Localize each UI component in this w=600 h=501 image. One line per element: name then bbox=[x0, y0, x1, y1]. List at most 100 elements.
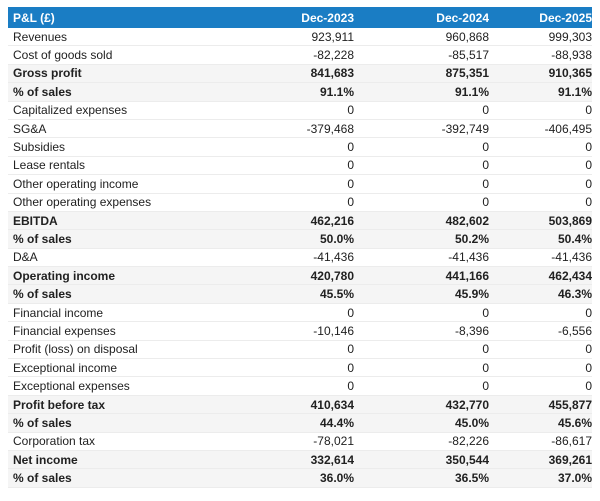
table-body: Revenues 923,911 960,868 999,303 Cost of goo… bbox=[8, 28, 592, 488]
table-row: D&A -41,436 -41,436 -41,436 bbox=[8, 248, 592, 268]
row-value-dec-2023: -41,436 bbox=[313, 250, 354, 265]
table-row: Gross profit 841,683 875,351 910,365 bbox=[8, 64, 592, 84]
row-label: Cost of goods sold bbox=[13, 48, 113, 63]
row-value-dec-2024: 432,770 bbox=[445, 397, 489, 412]
row-value-dec-2024: 0 bbox=[482, 379, 489, 394]
row-label: Revenues bbox=[13, 29, 68, 44]
table-row: % of sales 50.0% 50.2% 50.4% bbox=[8, 230, 592, 249]
row-value-dec-2025: 910,365 bbox=[548, 66, 592, 81]
table-row: Other operating income 0 0 0 bbox=[8, 175, 592, 194]
row-value-dec-2025: 999,303 bbox=[548, 29, 592, 44]
row-label: Operating income bbox=[13, 268, 116, 283]
row-value-dec-2023: 0 bbox=[347, 360, 354, 375]
table-row: % of sales 36.0% 36.5% 37.0% bbox=[8, 469, 592, 488]
row-value-dec-2023: -379,468 bbox=[306, 121, 354, 136]
table-row: Net income 332,614 350,544 369,261 bbox=[8, 450, 592, 470]
row-value-dec-2025: -406,495 bbox=[544, 121, 592, 136]
row-label: Subsidies bbox=[13, 140, 66, 155]
row-label: Capitalized expenses bbox=[13, 103, 128, 118]
row-label: Net income bbox=[13, 452, 78, 467]
row-value-dec-2025: -86,617 bbox=[551, 434, 592, 449]
table-row: EBITDA 462,216 482,602 503,869 bbox=[8, 211, 592, 231]
row-value-dec-2024: -8,396 bbox=[454, 323, 489, 338]
table-row: % of sales 91.1% 91.1% 91.1% bbox=[8, 83, 592, 102]
row-value-dec-2024: -82,226 bbox=[448, 434, 489, 449]
row-value-dec-2025: 0 bbox=[585, 176, 592, 191]
table-title: P&L (£) bbox=[13, 10, 55, 25]
row-value-dec-2025: 46.3% bbox=[557, 287, 592, 302]
row-label: SG&A bbox=[13, 121, 47, 136]
row-value-dec-2025: 0 bbox=[585, 379, 592, 394]
row-value-dec-2023: -82,228 bbox=[313, 48, 354, 63]
row-label: Profit (loss) on disposal bbox=[13, 342, 138, 357]
table-row: Financial expenses -10,146 -8,396 -6,556 bbox=[8, 322, 592, 341]
row-value-dec-2025: -6,556 bbox=[557, 323, 592, 338]
row-value-dec-2024: 45.9% bbox=[454, 287, 489, 302]
row-value-dec-2025: 455,877 bbox=[548, 397, 592, 412]
table-row: % of sales 44.4% 45.0% 45.6% bbox=[8, 414, 592, 433]
column-header-dec-2024: Dec-2024 bbox=[436, 10, 489, 25]
row-label: Financial expenses bbox=[13, 323, 116, 338]
row-value-dec-2024: 875,351 bbox=[445, 66, 489, 81]
row-label: % of sales bbox=[13, 84, 72, 99]
row-value-dec-2023: 0 bbox=[347, 342, 354, 357]
row-value-dec-2024: 0 bbox=[482, 360, 489, 375]
row-value-dec-2025: 91.1% bbox=[557, 84, 592, 99]
table-row: Financial income 0 0 0 bbox=[8, 303, 592, 323]
row-label: Gross profit bbox=[13, 66, 82, 81]
row-value-dec-2024: -41,436 bbox=[448, 250, 489, 265]
row-value-dec-2024: 482,602 bbox=[445, 213, 489, 228]
row-value-dec-2025: 0 bbox=[585, 158, 592, 173]
row-value-dec-2023: 0 bbox=[347, 195, 354, 210]
row-value-dec-2025: 462,434 bbox=[548, 268, 592, 283]
row-value-dec-2024: 0 bbox=[482, 342, 489, 357]
row-value-dec-2023: 0 bbox=[347, 103, 354, 118]
table-row: Exceptional expenses 0 0 0 bbox=[8, 377, 592, 396]
row-value-dec-2025: 45.6% bbox=[557, 415, 592, 430]
pnl-table: P&L (£) Dec-2023 Dec-2024 Dec-2025 Reven… bbox=[8, 7, 592, 488]
row-label: Financial income bbox=[13, 305, 104, 320]
table-row: Subsidies 0 0 0 bbox=[8, 138, 592, 157]
row-value-dec-2023: 420,780 bbox=[310, 268, 354, 283]
row-value-dec-2023: -10,146 bbox=[313, 323, 354, 338]
row-label: % of sales bbox=[13, 287, 72, 302]
row-value-dec-2024: 441,166 bbox=[445, 268, 489, 283]
row-label: Other operating expenses bbox=[13, 195, 152, 210]
row-value-dec-2024: 0 bbox=[482, 140, 489, 155]
table-header-row: P&L (£) Dec-2023 Dec-2024 Dec-2025 bbox=[8, 7, 592, 28]
row-value-dec-2023: 0 bbox=[347, 158, 354, 173]
row-value-dec-2024: 0 bbox=[482, 195, 489, 210]
row-label: Lease rentals bbox=[13, 158, 86, 173]
column-header-dec-2025: Dec-2025 bbox=[539, 10, 592, 25]
row-value-dec-2023: 0 bbox=[347, 176, 354, 191]
row-value-dec-2023: 44.4% bbox=[319, 415, 354, 430]
row-label: Exceptional expenses bbox=[13, 379, 130, 394]
table-row: Capitalized expenses 0 0 0 bbox=[8, 101, 592, 120]
row-label: % of sales bbox=[13, 471, 72, 486]
row-value-dec-2024: 0 bbox=[482, 158, 489, 173]
row-value-dec-2025: 0 bbox=[585, 195, 592, 210]
row-label: Corporation tax bbox=[13, 434, 96, 449]
table-row: Other operating expenses 0 0 0 bbox=[8, 193, 592, 212]
row-value-dec-2023: 0 bbox=[347, 379, 354, 394]
table-row: Exceptional income 0 0 0 bbox=[8, 359, 592, 378]
row-value-dec-2023: 50.0% bbox=[319, 231, 354, 246]
row-value-dec-2023: 332,614 bbox=[310, 452, 354, 467]
row-label: Profit before tax bbox=[13, 397, 106, 412]
column-header-dec-2023: Dec-2023 bbox=[301, 10, 354, 25]
row-value-dec-2023: 0 bbox=[347, 140, 354, 155]
row-value-dec-2025: 0 bbox=[585, 305, 592, 320]
row-label: D&A bbox=[13, 250, 38, 265]
row-value-dec-2024: 45.0% bbox=[454, 415, 489, 430]
row-value-dec-2025: 369,261 bbox=[548, 452, 592, 467]
row-value-dec-2023: 91.1% bbox=[319, 84, 354, 99]
row-value-dec-2023: -78,021 bbox=[313, 434, 354, 449]
row-value-dec-2024: 960,868 bbox=[445, 29, 489, 44]
row-value-dec-2025: 0 bbox=[585, 360, 592, 375]
row-value-dec-2023: 923,911 bbox=[311, 29, 355, 44]
row-value-dec-2024: -85,517 bbox=[448, 48, 489, 63]
row-label: EBITDA bbox=[13, 213, 58, 228]
row-value-dec-2025: 37.0% bbox=[557, 471, 592, 486]
row-value-dec-2024: 0 bbox=[482, 103, 489, 118]
row-value-dec-2025: -88,938 bbox=[551, 48, 592, 63]
